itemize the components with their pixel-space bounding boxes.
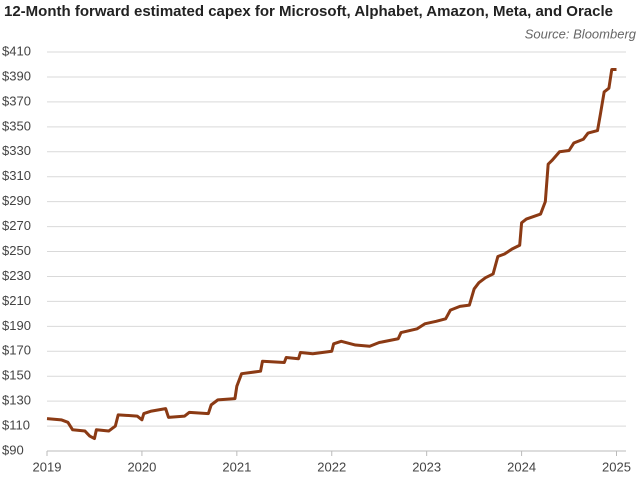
y-tick-label: $130 (2, 393, 31, 408)
y-tick-label: $290 (2, 193, 31, 208)
y-tick-label: $190 (2, 318, 31, 333)
y-tick-label: $110 (2, 418, 30, 433)
y-tick-label: $230 (2, 268, 31, 283)
source: Source: Bloomberg (525, 26, 637, 41)
y-tick-label: $370 (2, 93, 31, 108)
line (46, 67, 617, 441)
y-tick-label: $210 (2, 293, 31, 308)
y-tick-label: $150 (2, 368, 31, 383)
y-tick-label: $90 (2, 442, 24, 457)
y-tick-label: $310 (2, 168, 31, 183)
y-tick-label: $170 (2, 343, 31, 358)
x-tick-label: 2022 (317, 459, 346, 474)
y-tick-label: $270 (2, 218, 31, 233)
x-tick-label: 2025 (602, 459, 631, 474)
x-tick-label: 2019 (33, 459, 62, 474)
y-tick-label: $250 (2, 243, 31, 258)
y-tick-label: $390 (2, 68, 31, 83)
x-tick-label: 2020 (127, 459, 156, 474)
y-tick-label: $330 (2, 143, 31, 158)
y-tick-label: $350 (2, 118, 31, 133)
y-tick-label: $410 (2, 43, 31, 58)
x-tick-label: 2021 (222, 459, 251, 474)
x-tick-label: 2024 (507, 459, 536, 474)
chart-title: 12-Month forward estimated capex for Mic… (4, 3, 613, 20)
x-tick-label: 2023 (412, 459, 441, 474)
